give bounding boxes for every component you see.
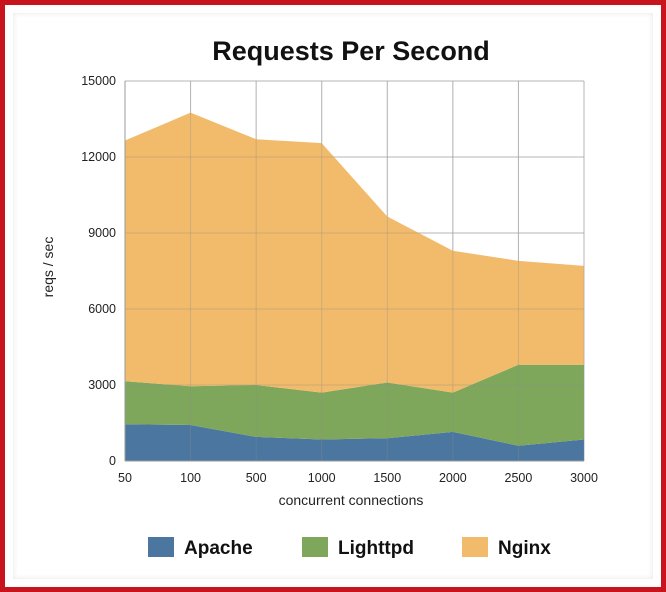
y-tick-label: 9000 (88, 226, 116, 240)
x-tick-label: 2500 (505, 471, 533, 485)
x-tick-label: 2000 (439, 471, 467, 485)
x-tick-label: 3000 (570, 471, 598, 485)
legend-label: Apache (184, 538, 253, 559)
legend-swatch (148, 537, 174, 557)
y-axis-label: reqs / sec (40, 237, 56, 298)
x-tick-label: 100 (180, 471, 201, 485)
chart-title: Requests Per Second (212, 36, 490, 66)
legend-item-nginx: Nginx (462, 537, 551, 559)
x-tick-label: 1000 (308, 471, 336, 485)
legend-swatch (302, 537, 328, 557)
legend: Apache Lighttpd Nginx (148, 537, 551, 559)
legend-label: Nginx (498, 538, 551, 559)
axes (124, 81, 584, 462)
x-tick-labels: 50 100 500 1000 1500 2000 2500 3000 (118, 471, 598, 485)
y-tick-label: 0 (109, 454, 116, 468)
x-axis-label: concurrent connections (279, 492, 424, 508)
y-tick-label: 6000 (88, 302, 116, 316)
area-lighttpd (125, 364, 584, 446)
x-tick-label: 500 (246, 471, 267, 485)
x-tick-label: 50 (118, 471, 132, 485)
y-tick-label: 3000 (88, 378, 116, 392)
legend-swatch (462, 537, 488, 557)
x-tick-label: 1500 (373, 471, 401, 485)
y-tick-label: 15000 (81, 74, 116, 88)
legend-item-apache: Apache (148, 537, 253, 559)
y-tick-label: 12000 (81, 150, 116, 164)
area-apache (125, 424, 584, 461)
legend-item-lighttpd: Lighttpd (302, 537, 414, 559)
area-series (124, 80, 585, 462)
legend-label: Lighttpd (338, 538, 414, 559)
y-tick-labels: 0 3000 6000 9000 12000 15000 (81, 74, 116, 468)
area-nginx (125, 112, 584, 393)
